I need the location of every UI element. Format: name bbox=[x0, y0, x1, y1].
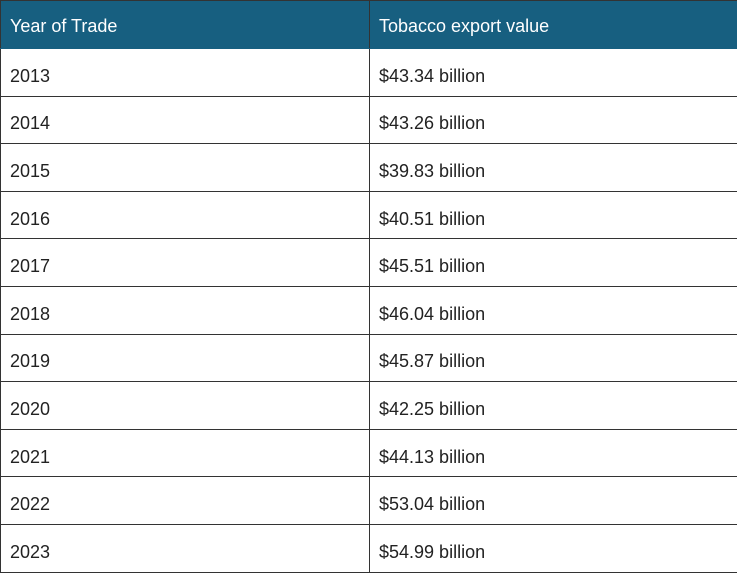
table-row: 2016 $40.51 billion bbox=[1, 191, 737, 239]
year-cell: 2015 bbox=[1, 144, 370, 192]
export-value-cell: $53.04 billion bbox=[370, 477, 737, 525]
year-cell: 2023 bbox=[1, 524, 370, 572]
export-value-cell: $43.26 billion bbox=[370, 96, 737, 144]
export-value-cell: $43.34 billion bbox=[370, 49, 737, 97]
export-value-cell: $45.87 billion bbox=[370, 334, 737, 382]
table-row: 2017 $45.51 billion bbox=[1, 239, 737, 287]
header-tobacco-export-value: Tobacco export value bbox=[370, 1, 737, 49]
table-row: 2021 $44.13 billion bbox=[1, 429, 737, 477]
year-cell: 2019 bbox=[1, 334, 370, 382]
export-value-cell: $44.13 billion bbox=[370, 429, 737, 477]
year-cell: 2016 bbox=[1, 191, 370, 239]
export-value-cell: $45.51 billion bbox=[370, 239, 737, 287]
year-cell: 2020 bbox=[1, 382, 370, 430]
export-value-cell: $42.25 billion bbox=[370, 382, 737, 430]
export-value-cell: $40.51 billion bbox=[370, 191, 737, 239]
year-cell: 2022 bbox=[1, 477, 370, 525]
year-cell: 2017 bbox=[1, 239, 370, 287]
year-cell: 2014 bbox=[1, 96, 370, 144]
table-row: 2023 $54.99 billion bbox=[1, 524, 737, 572]
table-row: 2020 $42.25 billion bbox=[1, 382, 737, 430]
table-header-row: Year of Trade Tobacco export value bbox=[1, 1, 737, 49]
table-row: 2014 $43.26 billion bbox=[1, 96, 737, 144]
export-value-cell: $39.83 billion bbox=[370, 144, 737, 192]
year-cell: 2021 bbox=[1, 429, 370, 477]
year-cell: 2018 bbox=[1, 286, 370, 334]
table-row: 2013 $43.34 billion bbox=[1, 49, 737, 97]
table-row: 2018 $46.04 billion bbox=[1, 286, 737, 334]
year-cell: 2013 bbox=[1, 49, 370, 97]
export-value-cell: $54.99 billion bbox=[370, 524, 737, 572]
table-row: 2022 $53.04 billion bbox=[1, 477, 737, 525]
table-row: 2019 $45.87 billion bbox=[1, 334, 737, 382]
table-row: 2015 $39.83 billion bbox=[1, 144, 737, 192]
header-year-of-trade: Year of Trade bbox=[1, 1, 370, 49]
export-value-cell: $46.04 billion bbox=[370, 286, 737, 334]
